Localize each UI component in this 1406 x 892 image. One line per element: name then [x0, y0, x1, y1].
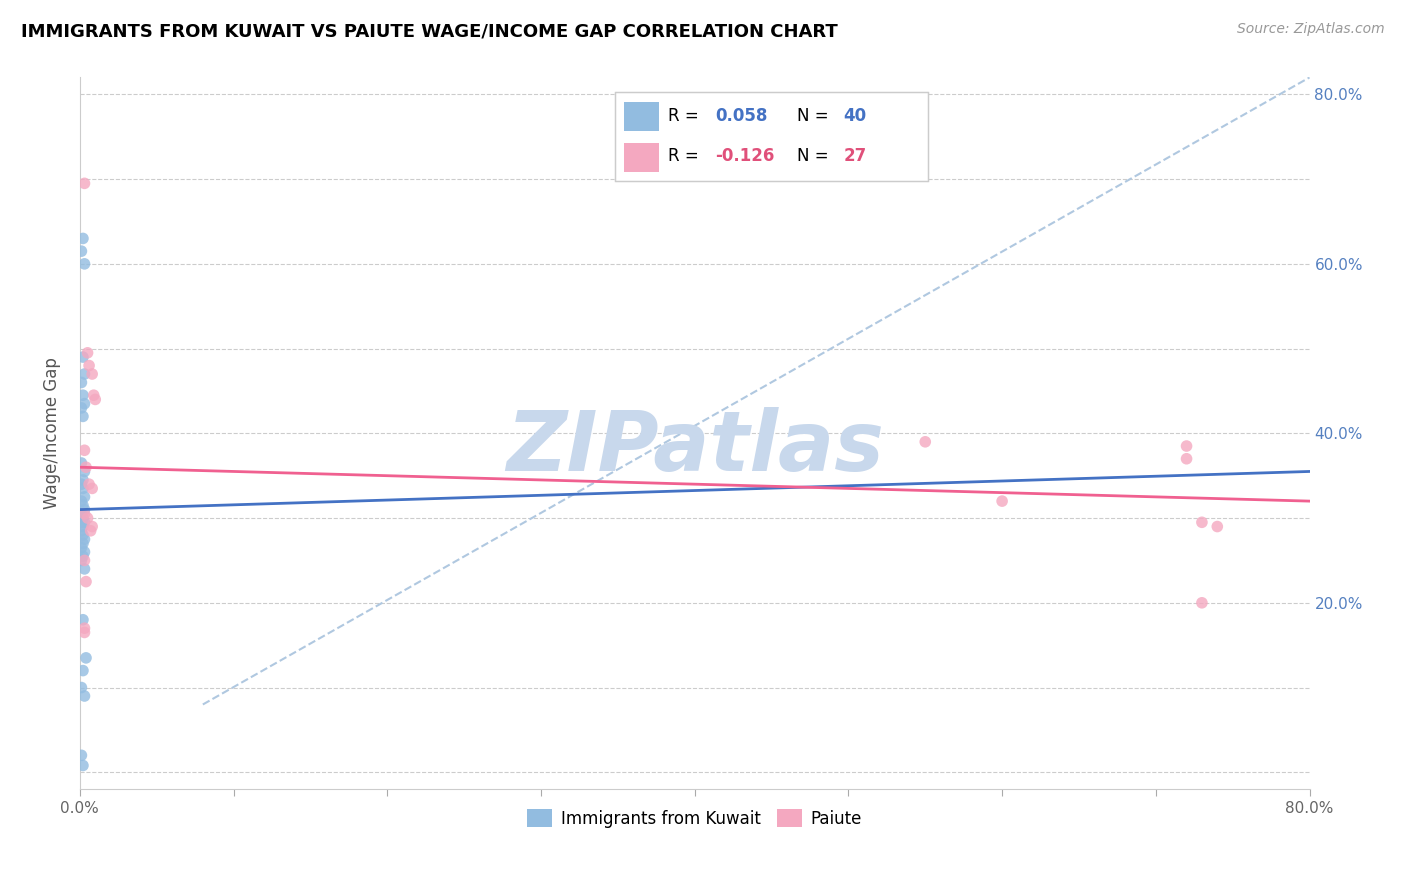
Point	[72, 549, 94, 564]
Point	[73, 367, 96, 381]
Point	[72, 231, 94, 245]
Point	[83, 388, 105, 402]
Point	[72, 519, 94, 533]
Point	[73, 562, 96, 576]
Point	[82, 367, 104, 381]
Point	[72, 613, 94, 627]
Point	[72, 664, 94, 678]
Point	[75, 651, 97, 665]
Point	[72, 409, 94, 424]
Point	[73, 465, 96, 479]
Point	[82, 519, 104, 533]
Point	[73, 625, 96, 640]
Point	[76, 346, 98, 360]
Point	[72, 499, 94, 513]
Point	[73, 545, 96, 559]
Point	[73, 443, 96, 458]
Point	[72, 528, 94, 542]
Point	[72, 388, 94, 402]
Point	[79, 524, 101, 538]
Point	[73, 621, 96, 635]
Point	[1206, 519, 1229, 533]
Point	[73, 502, 96, 516]
Point	[72, 473, 94, 487]
Point	[73, 516, 96, 530]
Point	[72, 758, 94, 772]
Point	[77, 359, 100, 373]
Point	[70, 541, 93, 555]
Point	[70, 244, 93, 259]
Point	[1175, 451, 1198, 466]
Point	[70, 376, 93, 390]
Point	[1191, 516, 1213, 530]
Point	[82, 482, 104, 496]
Point	[73, 257, 96, 271]
Point	[84, 392, 107, 407]
Point	[72, 482, 94, 496]
Point	[73, 490, 96, 504]
Point	[77, 477, 100, 491]
Point	[991, 494, 1014, 508]
Text: IMMIGRANTS FROM KUWAIT VS PAIUTE WAGE/INCOME GAP CORRELATION CHART: IMMIGRANTS FROM KUWAIT VS PAIUTE WAGE/IN…	[21, 22, 838, 40]
Point	[70, 456, 93, 470]
Point	[72, 511, 94, 525]
Y-axis label: Wage/Income Gap: Wage/Income Gap	[44, 358, 60, 509]
Point	[70, 681, 93, 695]
Text: Source: ZipAtlas.com: Source: ZipAtlas.com	[1237, 22, 1385, 37]
Point	[75, 460, 97, 475]
Point	[70, 401, 93, 415]
Point	[73, 533, 96, 547]
Point	[70, 748, 93, 763]
Point	[70, 524, 93, 538]
Point	[73, 553, 96, 567]
Point	[73, 689, 96, 703]
Point	[76, 511, 98, 525]
Point	[72, 350, 94, 364]
Point	[70, 507, 93, 521]
Point	[914, 434, 936, 449]
Point	[73, 177, 96, 191]
Point	[70, 516, 93, 530]
Point	[72, 536, 94, 550]
Point	[1191, 596, 1213, 610]
Point	[73, 397, 96, 411]
Point	[70, 477, 93, 491]
Point	[1175, 439, 1198, 453]
Point	[70, 494, 93, 508]
Point	[75, 574, 97, 589]
Legend: Immigrants from Kuwait, Paiute: Immigrants from Kuwait, Paiute	[520, 803, 869, 834]
Text: ZIPatlas: ZIPatlas	[506, 407, 883, 488]
Point	[73, 507, 96, 521]
Point	[70, 553, 93, 567]
